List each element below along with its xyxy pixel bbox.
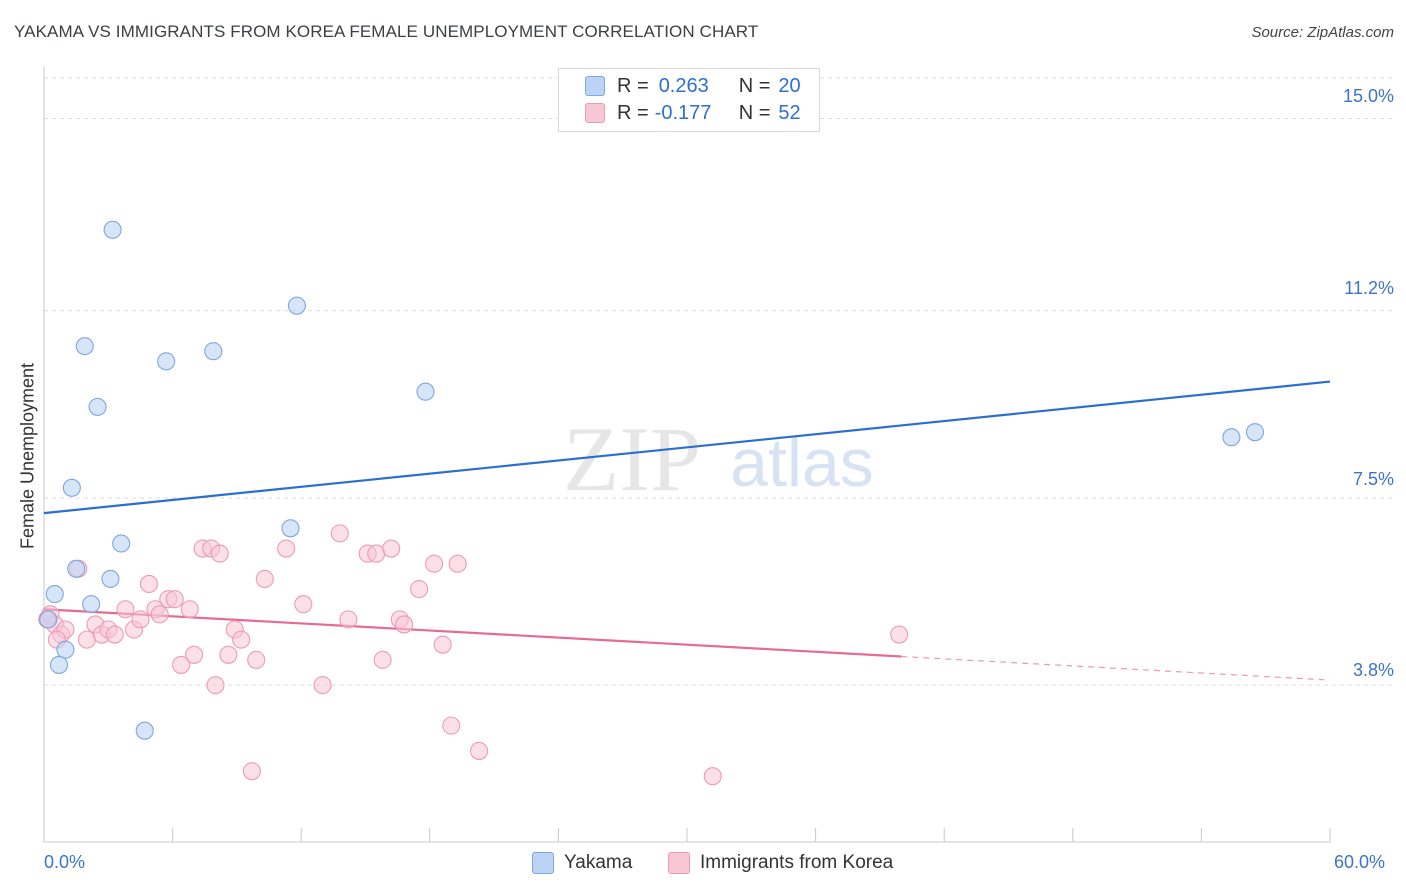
korea-point xyxy=(367,544,386,563)
source-credit: Source: ZipAtlas.com xyxy=(1251,24,1394,41)
korea-point xyxy=(247,650,266,669)
korea-point xyxy=(339,610,358,629)
n-label: N = xyxy=(738,74,771,97)
yakama-point xyxy=(416,382,435,401)
watermark-atlas: atlas xyxy=(730,425,874,501)
korea-point xyxy=(77,630,96,649)
korea-point xyxy=(206,676,225,695)
x-tick-label-min: 0.0% xyxy=(44,852,86,872)
yakama-point xyxy=(88,397,107,416)
korea-point xyxy=(180,600,199,619)
yakama-point xyxy=(45,585,64,604)
r-value-yakama: 0.263 xyxy=(658,74,709,97)
y-tick-label: 3.8% xyxy=(1352,660,1394,680)
korea-point xyxy=(172,655,191,674)
y-tick-label: 7.5% xyxy=(1352,469,1394,489)
legend-row-yakama: R = 0.263 N = 20 xyxy=(585,73,801,99)
korea-point xyxy=(210,544,229,563)
yakama-swatch xyxy=(585,76,605,96)
watermark-zip: ZIP xyxy=(563,408,701,510)
korea-point xyxy=(470,741,489,760)
korea-point xyxy=(232,630,251,649)
axes xyxy=(43,66,1331,843)
korea-point xyxy=(139,574,159,594)
korea-point xyxy=(330,524,349,543)
gridlines xyxy=(44,77,1392,686)
legend-item-korea[interactable]: Immigrants from Korea xyxy=(668,852,893,874)
legend-label-yakama: Yakama xyxy=(564,852,633,873)
yakama-point xyxy=(157,352,176,371)
y-tick-label: 11.2% xyxy=(1344,278,1394,298)
korea-point xyxy=(448,554,467,573)
x-tick-label-max: 60.0% xyxy=(1334,852,1386,872)
chart-title: YAKAMA VS IMMIGRANTS FROM KOREA FEMALE U… xyxy=(14,22,759,41)
yakama-point xyxy=(204,342,223,361)
yakama-point xyxy=(82,595,101,614)
watermark: ZIP atlas xyxy=(563,408,874,510)
yakama-point xyxy=(67,559,86,578)
korea-point xyxy=(255,569,274,588)
r-label: R = xyxy=(617,101,649,124)
korea-point xyxy=(703,767,722,786)
yakama-swatch xyxy=(532,852,554,874)
yakama-point xyxy=(135,721,154,740)
korea-point xyxy=(277,539,296,558)
yakama-point xyxy=(101,569,120,588)
korea-point xyxy=(410,579,429,599)
r-label: R = xyxy=(617,74,649,97)
legend-item-yakama[interactable]: Yakama xyxy=(532,852,632,874)
korea-point xyxy=(382,539,401,558)
yakama-point xyxy=(62,478,81,497)
yakama-point xyxy=(75,337,94,356)
legend-row-korea: R = -0.177 N = 52 xyxy=(585,100,801,126)
yakama-point xyxy=(39,610,58,629)
data-points xyxy=(38,220,1265,786)
stats-legend: R = 0.263 N = 20 R = -0.177 N = 52 xyxy=(558,68,820,132)
r-value-korea: -0.177 xyxy=(654,101,712,124)
korea-swatch xyxy=(585,103,605,123)
korea-point xyxy=(313,676,332,695)
n-label: N = xyxy=(738,101,771,124)
y-axis-label: Female Unemployment xyxy=(17,362,38,550)
yakama-point xyxy=(112,534,131,553)
yakama-point xyxy=(1222,428,1241,447)
korea-point xyxy=(242,762,261,781)
korea-point xyxy=(890,625,909,644)
trend-line-korea-extension xyxy=(901,655,1331,681)
korea-point xyxy=(433,635,452,654)
yakama-point xyxy=(287,296,306,315)
korea-point xyxy=(373,650,392,669)
trend-line-yakama xyxy=(43,380,1331,515)
korea-point xyxy=(395,615,414,634)
legend-label-korea: Immigrants from Korea xyxy=(700,852,894,873)
korea-point xyxy=(150,605,169,624)
y-tick-label: 15.0% xyxy=(1342,86,1394,106)
korea-point xyxy=(184,645,204,664)
korea-point xyxy=(165,590,184,609)
yakama-point xyxy=(103,220,122,239)
korea-point xyxy=(294,595,313,614)
korea-point xyxy=(131,610,150,629)
korea-point xyxy=(105,625,124,644)
korea-point xyxy=(116,600,135,619)
korea-point xyxy=(442,716,461,735)
korea-point xyxy=(219,645,238,664)
n-value-yakama: 20 xyxy=(778,74,801,97)
trend-line-korea xyxy=(43,608,902,658)
yakama-point xyxy=(49,655,69,674)
korea-point xyxy=(425,554,444,573)
korea-swatch xyxy=(668,852,690,874)
yakama-point xyxy=(1245,423,1265,442)
yakama-point xyxy=(56,640,75,659)
yakama-point xyxy=(281,519,300,538)
n-value-korea: 52 xyxy=(778,101,801,124)
